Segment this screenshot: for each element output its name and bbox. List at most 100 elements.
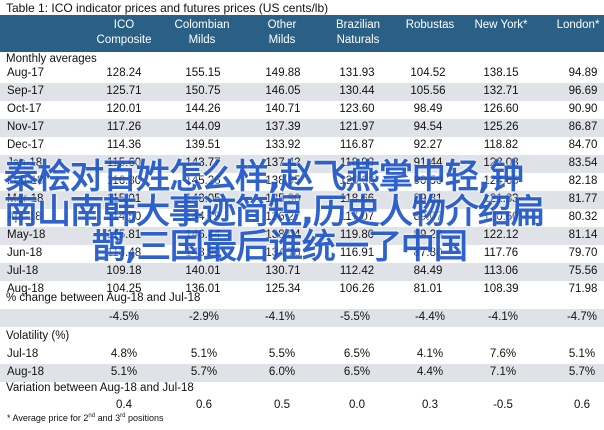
- table-cell: 136.27: [265, 211, 301, 223]
- table-cell: 5.5%: [268, 348, 296, 360]
- table-cell: -4.1%: [264, 311, 296, 323]
- table-cell: 131.93: [339, 67, 375, 79]
- table-row: Aug-18 104.25 136.01 125.34 106.26 81.01 108.3…: [0, 281, 604, 299]
- table-cell: 6.5%: [343, 348, 371, 360]
- table-cell: 117.76: [483, 247, 519, 259]
- section-heading-pct-change: % change between Aug-18 and Jul-18: [6, 292, 201, 304]
- row-label: Nov-17: [7, 121, 45, 133]
- table-cell: 114.36: [106, 139, 142, 151]
- table-cell: 144.09: [185, 121, 221, 133]
- row-label: Sep-17: [7, 85, 45, 97]
- table-title: Table 1: ICO indicator prices and future…: [6, 1, 329, 15]
- table-cell: 145.26: [185, 175, 221, 187]
- table-cell: 137.39: [265, 121, 301, 133]
- table-cell: 120.01: [106, 103, 142, 115]
- table-cell: 118.82: [483, 139, 519, 151]
- table-cell: 125.26: [483, 121, 519, 133]
- table-cell: 120.90: [339, 175, 375, 187]
- footnote: * Average price for 2nd and 3rd position…: [7, 413, 164, 423]
- table-cell: 90.90: [568, 103, 598, 115]
- column-header-new-york: New York*: [474, 19, 528, 31]
- table-cell: 125.71: [106, 85, 142, 97]
- table-cell: 84.49: [413, 265, 443, 277]
- table-cell: 5.1%: [568, 348, 596, 360]
- table-row: Oct-17 120.01 144.26 140.71 123.60 98.49 126.6…: [0, 101, 604, 119]
- table-cell: 4.1%: [416, 348, 444, 360]
- table-cell: -4.4%: [414, 311, 446, 323]
- table-cell: 143.05: [185, 193, 221, 205]
- table-cell: 79.70: [568, 247, 598, 259]
- variation-row: 0.4 0.6 0.5 0.0 0.3 -0.5 0.6: [0, 397, 604, 415]
- table-cell: 89.28: [413, 229, 443, 241]
- table-cell: 104.25: [106, 283, 142, 295]
- column-header-brazilian-naturals: Brazilian Naturals: [335, 19, 381, 46]
- table-cell: 115.60: [106, 157, 142, 169]
- table-cell: 140.01: [185, 265, 221, 277]
- table-cell: 126.60: [483, 103, 519, 115]
- table-cell: 119.80: [339, 229, 375, 241]
- table-row: Jul-18 109.18 140.01 130.71 112.42 84.49 113.0…: [0, 263, 604, 281]
- table-cell: 89.07: [413, 211, 443, 223]
- column-header-london: London*: [556, 19, 600, 31]
- table-row: Jun-18 113.48 143.90 134.76 116.91 87.80 117.7…: [0, 245, 604, 263]
- table-cell: 116.30: [106, 175, 142, 187]
- table-cell: 86.87: [568, 121, 598, 133]
- table-cell: 7.6%: [489, 348, 517, 360]
- table-cell: 134.76: [265, 247, 301, 259]
- table-cell: 6.0%: [268, 366, 296, 378]
- table-cell: 0.5: [274, 399, 290, 411]
- table-cell: 0.3: [422, 399, 438, 411]
- row-label: Aug-18: [7, 283, 45, 295]
- column-header-ico-composite: ICO Composite: [96, 19, 152, 46]
- table-cell: 92.27: [413, 139, 443, 151]
- row-label: Jan-18: [7, 157, 43, 169]
- table-cell: 81.01: [413, 283, 443, 295]
- table-cell: 113.06: [483, 265, 519, 277]
- row-label: May-18: [7, 229, 46, 241]
- table-cell: 116.91: [339, 247, 375, 259]
- pct-change-row: -4.5% -2.9% -4.1% -5.5% -4.4% -4.1% -4.7…: [0, 309, 604, 327]
- table-cell: 116.87: [339, 139, 375, 151]
- table-cell: 82.18: [568, 175, 598, 187]
- row-label: Aug-17: [7, 67, 45, 79]
- table-row: Apr-18 114.50 144.79 136.27 117.07 89.07 120.6…: [0, 209, 604, 227]
- volatility-row-jul: Jul-18 4.8% 5.1% 5.5% 6.5% 4.1% 7.6% 5.1…: [7, 348, 596, 360]
- row-label: Jul-18: [7, 265, 39, 277]
- table-cell: 90.50: [413, 175, 443, 187]
- table-cell: 133.92: [265, 139, 301, 151]
- table-cell: -4.5%: [108, 311, 140, 323]
- table-cell: 143.77: [185, 157, 221, 169]
- table-cell: 138.95: [265, 175, 301, 187]
- table-cell: 125.34: [265, 283, 301, 295]
- table-cell: 0.6: [196, 399, 212, 411]
- volatility-row-aug: Aug-18 5.1% 5.7% 6.0% 6.5% 4.4% 7.1% 5.7…: [0, 364, 604, 382]
- section-heading-volatility: Volatility (%): [6, 330, 70, 342]
- table-cell: 120.60: [483, 211, 519, 223]
- table-cell: 115.81: [106, 229, 142, 241]
- table-cell: 105.56: [410, 85, 446, 97]
- table-cell: 83.54: [568, 157, 598, 169]
- table-cell: 130.71: [265, 265, 301, 277]
- table-cell: 91.44: [413, 157, 443, 169]
- table-cell: 149.88: [265, 67, 301, 79]
- table-cell: 144.79: [185, 211, 221, 223]
- table-cell: -0.5: [493, 399, 513, 411]
- row-label: Jun-18: [7, 247, 43, 259]
- column-header-colombian-milds: Colombian Milds: [174, 19, 230, 46]
- table-cell: -4.1%: [487, 311, 519, 323]
- table-cell: 80.32: [568, 211, 598, 223]
- row-label: Dec-17: [7, 139, 45, 151]
- table-cell: 123.60: [339, 103, 375, 115]
- table-cell: 138.04: [265, 229, 301, 241]
- table-cell: 104.52: [410, 67, 446, 79]
- table-cell: 135.90: [265, 193, 301, 205]
- table-cell: 138.15: [483, 67, 519, 79]
- row-label: Apr-18: [7, 211, 42, 223]
- table-row: Dec-17 114.36 139.51 133.92 116.87 92.27 118.8…: [0, 137, 604, 155]
- table-cell: 84.70: [568, 139, 598, 151]
- section-heading-variation: Variation between Aug-18 and Jul-18: [6, 382, 194, 394]
- table-cell: 5.1%: [110, 366, 138, 378]
- table-cell: 128.24: [106, 67, 142, 79]
- table-cell: 81.77: [568, 193, 598, 205]
